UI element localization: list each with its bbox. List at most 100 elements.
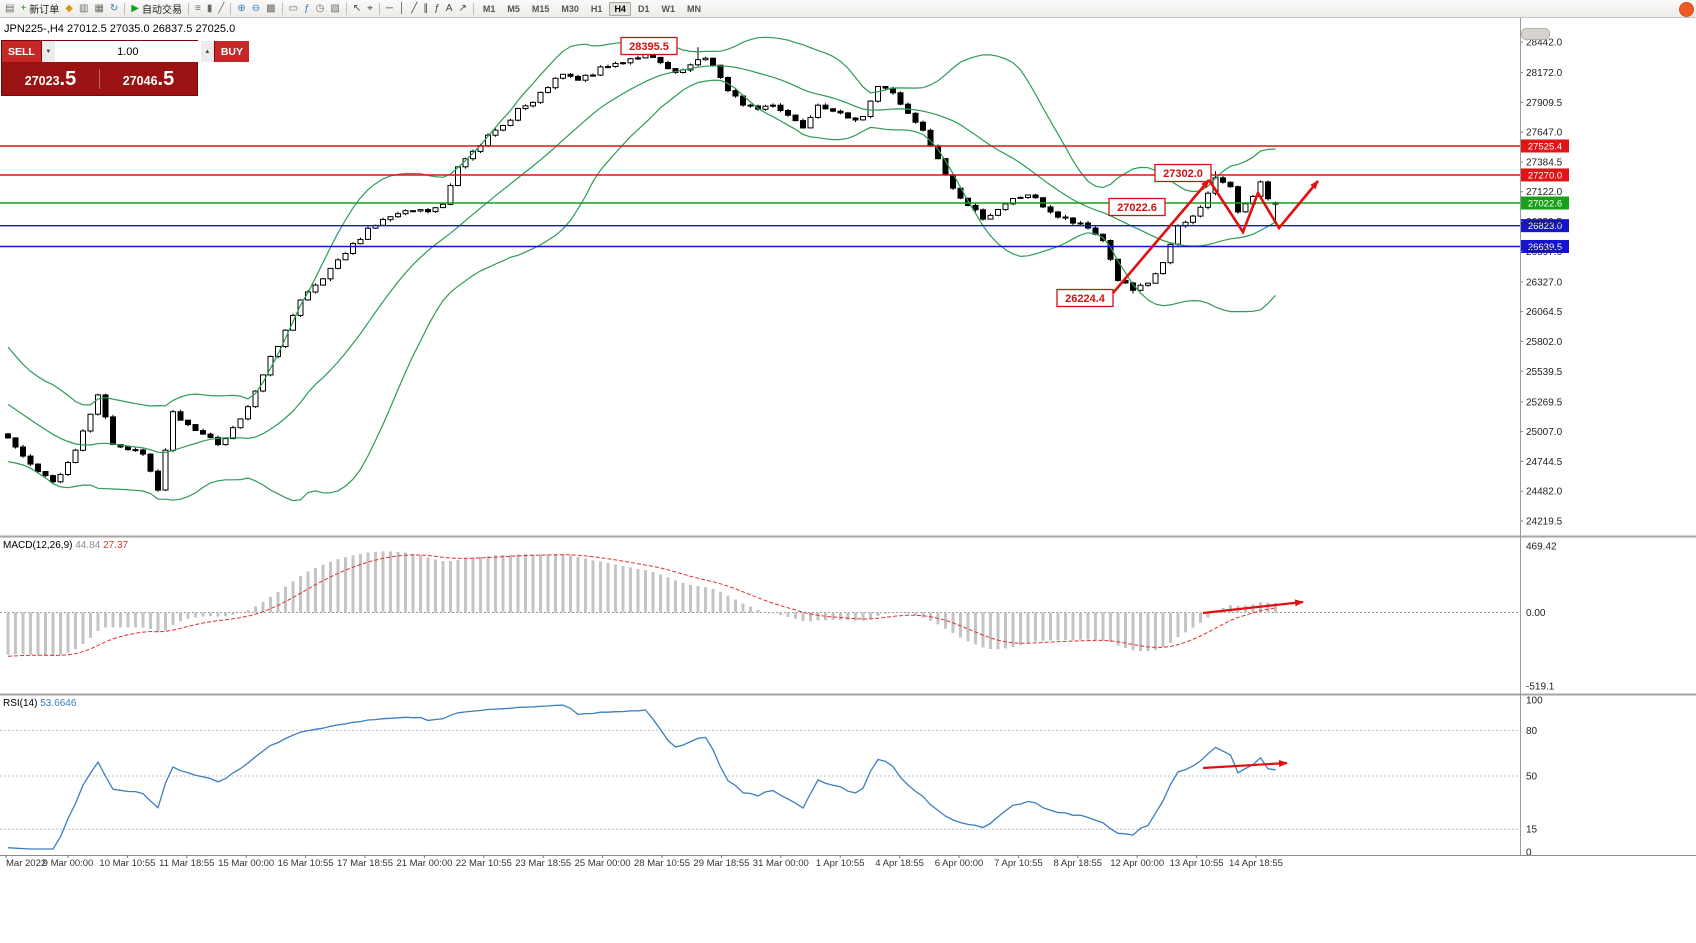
time-tick-label: 11 Mar 18:55 bbox=[159, 858, 214, 869]
metaeditor-button[interactable]: ◆ bbox=[62, 1, 76, 16]
price-tag-26823.0[interactable]: 26823.0 bbox=[1521, 219, 1569, 233]
timeframe-button-h1[interactable]: H1 bbox=[590, 3, 603, 14]
macd-bar bbox=[734, 599, 737, 613]
profiles-button[interactable]: ▦ bbox=[91, 1, 106, 16]
candle-chart-type-button[interactable]: ▮ bbox=[204, 1, 216, 16]
candle-body bbox=[440, 203, 446, 209]
price-tick-label: 24744.5 bbox=[1526, 457, 1563, 468]
macd-bar bbox=[1199, 612, 1202, 623]
volume-input[interactable] bbox=[54, 41, 201, 62]
line-chart-type-button[interactable]: ╱ bbox=[215, 1, 227, 16]
candle-body bbox=[575, 75, 581, 81]
trendline-tool-button[interactable]: ╱ bbox=[408, 1, 420, 16]
templates-icon: ▧ bbox=[330, 2, 340, 14]
candle-body bbox=[1235, 186, 1241, 213]
price-tag-27270.0[interactable]: 27270.0 bbox=[1521, 168, 1569, 182]
timeframe-button-w1[interactable]: W1 bbox=[661, 3, 675, 14]
clock-icon: ◷ bbox=[315, 2, 325, 14]
timeframe-button-h4[interactable]: H4 bbox=[609, 1, 631, 16]
candle-body bbox=[1242, 203, 1249, 213]
macd-bar bbox=[891, 612, 895, 614]
autotrade-play-icon: ▶ bbox=[131, 2, 139, 14]
candle-body bbox=[800, 120, 806, 129]
candle-body bbox=[1055, 211, 1061, 218]
channel-tool-button[interactable]: ∥ bbox=[420, 1, 431, 16]
buy-price[interactable]: 27046.5 bbox=[99, 68, 197, 89]
scrollbar-thumb[interactable] bbox=[1521, 28, 1550, 40]
crosshair-button[interactable]: ⌖ bbox=[364, 1, 376, 16]
notification-badge[interactable] bbox=[1679, 2, 1694, 17]
timeframe-button-mn[interactable]: MN bbox=[686, 3, 701, 14]
timeframe-button-m1[interactable]: M1 bbox=[482, 3, 496, 14]
candle-body bbox=[252, 390, 259, 408]
periods-button[interactable]: ◷ bbox=[313, 1, 328, 16]
vline-tool-button[interactable]: │ bbox=[396, 1, 408, 16]
price-annotation[interactable]: 27302.0 bbox=[1154, 163, 1212, 183]
refresh-icon: ↻ bbox=[109, 2, 119, 14]
timeframe-button-m30[interactable]: M30 bbox=[561, 3, 579, 14]
refresh-button[interactable]: ↻ bbox=[107, 1, 121, 16]
fibonacci-tool-button[interactable]: ƒ bbox=[431, 1, 443, 16]
sell-price[interactable]: 27023.5 bbox=[2, 69, 99, 89]
macd-main-value: 44.84 bbox=[75, 540, 101, 551]
timeframe-button-d1[interactable]: D1 bbox=[637, 3, 650, 14]
candle-body bbox=[387, 216, 394, 221]
macd-arrow[interactable] bbox=[1202, 599, 1304, 615]
macd-bar bbox=[884, 612, 887, 614]
charts-button[interactable]: ▤ bbox=[2, 1, 17, 16]
price-annotation[interactable]: 28395.5 bbox=[620, 36, 678, 56]
vertical-line-icon: │ bbox=[398, 2, 406, 14]
price-tick-label: 28442.0 bbox=[1526, 38, 1563, 49]
projection-arrow-up[interactable] bbox=[1112, 179, 1210, 294]
macd-tick-label: -519.1 bbox=[1526, 682, 1555, 693]
one-click-trading-panel: SELL ▼ ▲ BUY 27023.5 27046.5 bbox=[1, 40, 250, 96]
candle-body bbox=[417, 209, 424, 212]
macd-bar bbox=[464, 558, 467, 613]
macd-indicator-label: MACD(12,26,9) 44.84 27.37 bbox=[3, 540, 128, 551]
zoom-in-button[interactable]: ⊕ bbox=[234, 1, 248, 16]
text-tool-button[interactable]: A bbox=[443, 1, 456, 16]
macd-bar bbox=[644, 570, 647, 613]
annotation-text: 26224.4 bbox=[1065, 293, 1106, 305]
price-tag-26639.5[interactable]: 26639.5 bbox=[1521, 239, 1569, 253]
timeframe-button-m15[interactable]: M15 bbox=[531, 3, 550, 14]
macd-bar bbox=[584, 558, 587, 613]
volume-increase-button[interactable]: ▲ bbox=[200, 41, 214, 62]
timeframe-button-m5[interactable]: M5 bbox=[507, 3, 520, 14]
chart-window-button[interactable]: ▥ bbox=[76, 1, 91, 16]
price-annotation[interactable]: 26224.4 bbox=[1056, 288, 1114, 308]
templates-button[interactable]: ▧ bbox=[327, 1, 342, 16]
bar-chart-type-button[interactable]: ≡ bbox=[192, 1, 204, 16]
cursor-button[interactable]: ↖ bbox=[350, 1, 364, 16]
sell-button[interactable]: SELL bbox=[2, 41, 41, 62]
indicators-button[interactable]: ƒ bbox=[301, 1, 313, 16]
candle-body bbox=[980, 209, 986, 220]
arrows-tool-button[interactable]: ↗ bbox=[455, 1, 469, 16]
macd-bar bbox=[921, 612, 925, 618]
hline-tool-button[interactable]: ─ bbox=[383, 1, 396, 16]
price-tag-27022.6[interactable]: 27022.6 bbox=[1521, 196, 1569, 210]
candle-body bbox=[507, 119, 514, 126]
candle-body bbox=[1227, 181, 1234, 188]
new-order-button[interactable]: + 新订单 bbox=[17, 1, 62, 16]
price-annotation[interactable]: 27022.6 bbox=[1108, 197, 1166, 217]
macd-bar bbox=[471, 557, 475, 613]
candle-body bbox=[312, 284, 319, 293]
tile-windows-button[interactable]: ▩ bbox=[263, 1, 278, 16]
price-tick-label: 25007.0 bbox=[1526, 427, 1563, 438]
macd-signal-line bbox=[7, 554, 1276, 657]
zoom-out-button[interactable]: ⊖ bbox=[249, 1, 263, 16]
toolbar: ▤ + 新订单 ◆ ▥ ▦ ↻ ▶ 自动交易 ≡ ▮ ╱ ⊕ ⊖ ▩ ▭ ƒ ◷ ▧ ↖ ⌖ ─ │ ╱ ∥ ƒ A ↗ M1 M5 M15… bbox=[0, 0, 1696, 18]
macd-bar bbox=[299, 576, 302, 613]
buy-button[interactable]: BUY bbox=[214, 41, 250, 62]
rsi-indicator-label: RSI(14) 53.6646 bbox=[3, 698, 76, 709]
autotrade-button[interactable]: ▶ 自动交易 bbox=[128, 1, 185, 16]
volume-decrease-button[interactable]: ▼ bbox=[41, 41, 55, 62]
projection-zigzag[interactable] bbox=[1207, 179, 1320, 235]
objects-list-button[interactable]: ▭ bbox=[286, 1, 301, 16]
macd-bar bbox=[434, 559, 437, 613]
rsi-arrow[interactable] bbox=[1202, 759, 1288, 770]
macd-bar bbox=[1026, 612, 1030, 644]
candle-body bbox=[1017, 196, 1024, 199]
price-tag-27525.4[interactable]: 27525.4 bbox=[1521, 139, 1569, 153]
